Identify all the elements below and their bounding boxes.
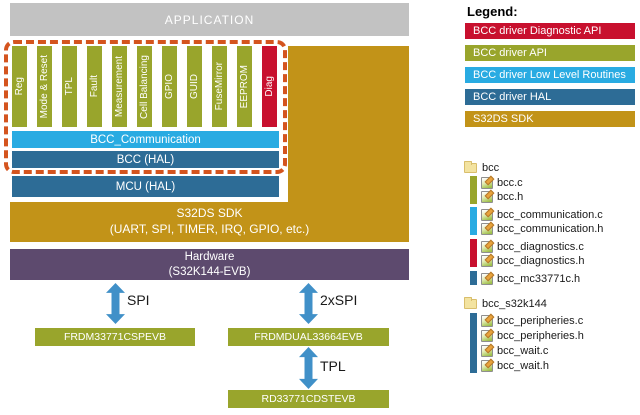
file-icon (481, 272, 493, 285)
file-icon (481, 344, 493, 357)
file-name: bcc_peripheries.c (497, 314, 584, 327)
folder-name: bcc_s32k144 (482, 298, 547, 310)
file-strip-api-green (470, 176, 477, 204)
spi-arrow-icon (106, 283, 125, 324)
api-bar-fusemirror: FuseMirror (212, 46, 227, 127)
api-bar-measurement: Measurement (112, 46, 127, 127)
api-bar-eeprom: EEPROM (237, 46, 252, 127)
api-bar-cell-balancing: Cell Balancing (137, 46, 152, 127)
file-name: bcc_mc33771c.h (497, 272, 581, 285)
file-icon (481, 176, 493, 189)
legend-item-driver-hal: BCC driver HAL (465, 89, 635, 105)
file-icon (481, 359, 493, 372)
file-bcc-wait-h: bcc_wait.h (481, 359, 549, 372)
2xspi-arrow-icon (299, 283, 318, 324)
file-bcc-h: bcc.h (481, 190, 523, 203)
file-bcc-diagnostics-h: bcc_diagnostics.h (481, 254, 584, 267)
file-bcc-wait-c: bcc_wait.c (481, 344, 548, 357)
file-strip-hal-blue (470, 313, 477, 373)
hardware-layer: Hardware (S32K144-EVB) (10, 249, 409, 280)
board-frdmdual33664evb: FRDMDUAL33664EVB (228, 328, 389, 346)
file-icon (481, 329, 493, 342)
sdk-label-line1: S32DS SDK (176, 206, 243, 221)
file-bcc-peripheries-c: bcc_peripheries.c (481, 314, 583, 327)
hardware-label-line1: Hardware (184, 251, 235, 264)
file-strip-hal-blue (470, 271, 477, 285)
tpl-connection-label: TPL (320, 358, 346, 374)
folder-icon (464, 161, 477, 173)
file-icon (481, 190, 493, 203)
api-bar-tpl: TPL (62, 46, 77, 127)
api-bar-reg: Reg (12, 46, 27, 127)
legend-item-driver-api: BCC driver API (465, 45, 635, 61)
folder-bcc-s32k144: bcc_s32k144 (464, 297, 547, 311)
legend-item-s32ds-sdk: S32DS SDK (465, 111, 635, 127)
board-frdm33771cspevb: FRDM33771CSPEVB (35, 328, 195, 346)
file-strip-low-level-cyan (470, 207, 477, 235)
file-name: bcc_peripheries.h (497, 329, 584, 342)
api-bar-guid: GUID (187, 46, 202, 127)
file-name: bcc_communication.c (497, 208, 603, 221)
file-bcc-diagnostics-c: bcc_diagnostics.c (481, 240, 584, 253)
file-name: bcc_wait.c (497, 344, 549, 357)
file-strip-diagnostic-red (470, 239, 477, 267)
file-name: bcc_wait.h (497, 359, 549, 372)
file-icon (481, 222, 493, 235)
spi-connection-label: SPI (127, 292, 150, 308)
legend-title: Legend: (467, 4, 518, 19)
file-name: bcc_diagnostics.c (497, 240, 584, 253)
file-bcc-peripheries-h: bcc_peripheries.h (481, 329, 584, 342)
sdk-label-line2: (UART, SPI, TIMER, IRQ, GPIO, etc.) (109, 222, 310, 236)
tpl-arrow-icon (299, 347, 318, 389)
s32ds-sdk-layer: S32DS SDK (UART, SPI, TIMER, IRQ, GPIO, … (10, 202, 409, 242)
file-icon (481, 208, 493, 221)
api-bar-gpio: GPIO (162, 46, 177, 127)
file-name: bcc.h (497, 190, 524, 203)
file-bcc-communication-c: bcc_communication.c (481, 208, 603, 221)
legend-item-diagnostic-api: BCC driver Diagnostic API (465, 23, 635, 39)
folder-icon (464, 297, 477, 309)
bcc-hal-layer: BCC (HAL) (12, 151, 279, 168)
board-rd33771cdstevb: RD33771CDSTEVB (228, 390, 389, 408)
2xspi-connection-label: 2xSPI (320, 292, 358, 308)
legend-item-low-level-routines: BCC driver Low Level Routines (465, 67, 635, 83)
folder-name: bcc (482, 162, 500, 174)
folder-bcc: bcc (464, 161, 499, 175)
file-bcc-mc33771c-h: bcc_mc33771c.h (481, 272, 580, 285)
file-name: bcc_communication.h (497, 222, 604, 235)
file-bcc-c: bcc.c (481, 176, 523, 189)
file-icon (481, 314, 493, 327)
api-bar-fault: Fault (87, 46, 102, 127)
diag-bar: Diag (262, 46, 277, 127)
file-icon (481, 240, 493, 253)
file-name: bcc.c (497, 176, 523, 189)
mcu-hal-layer: MCU (HAL) (12, 176, 279, 197)
api-bar-mode-reset: Mode & Reset (37, 46, 52, 127)
file-bcc-communication-h: bcc_communication.h (481, 222, 603, 235)
application-layer: APPLICATION (10, 3, 409, 36)
hardware-label-line2: (S32K144-EVB) (168, 265, 251, 278)
file-icon (481, 254, 493, 267)
bcc-driver-boundary-frame (4, 40, 287, 174)
file-name: bcc_diagnostics.h (497, 254, 585, 267)
bcc-communication-layer: BCC_Communication (12, 131, 279, 148)
